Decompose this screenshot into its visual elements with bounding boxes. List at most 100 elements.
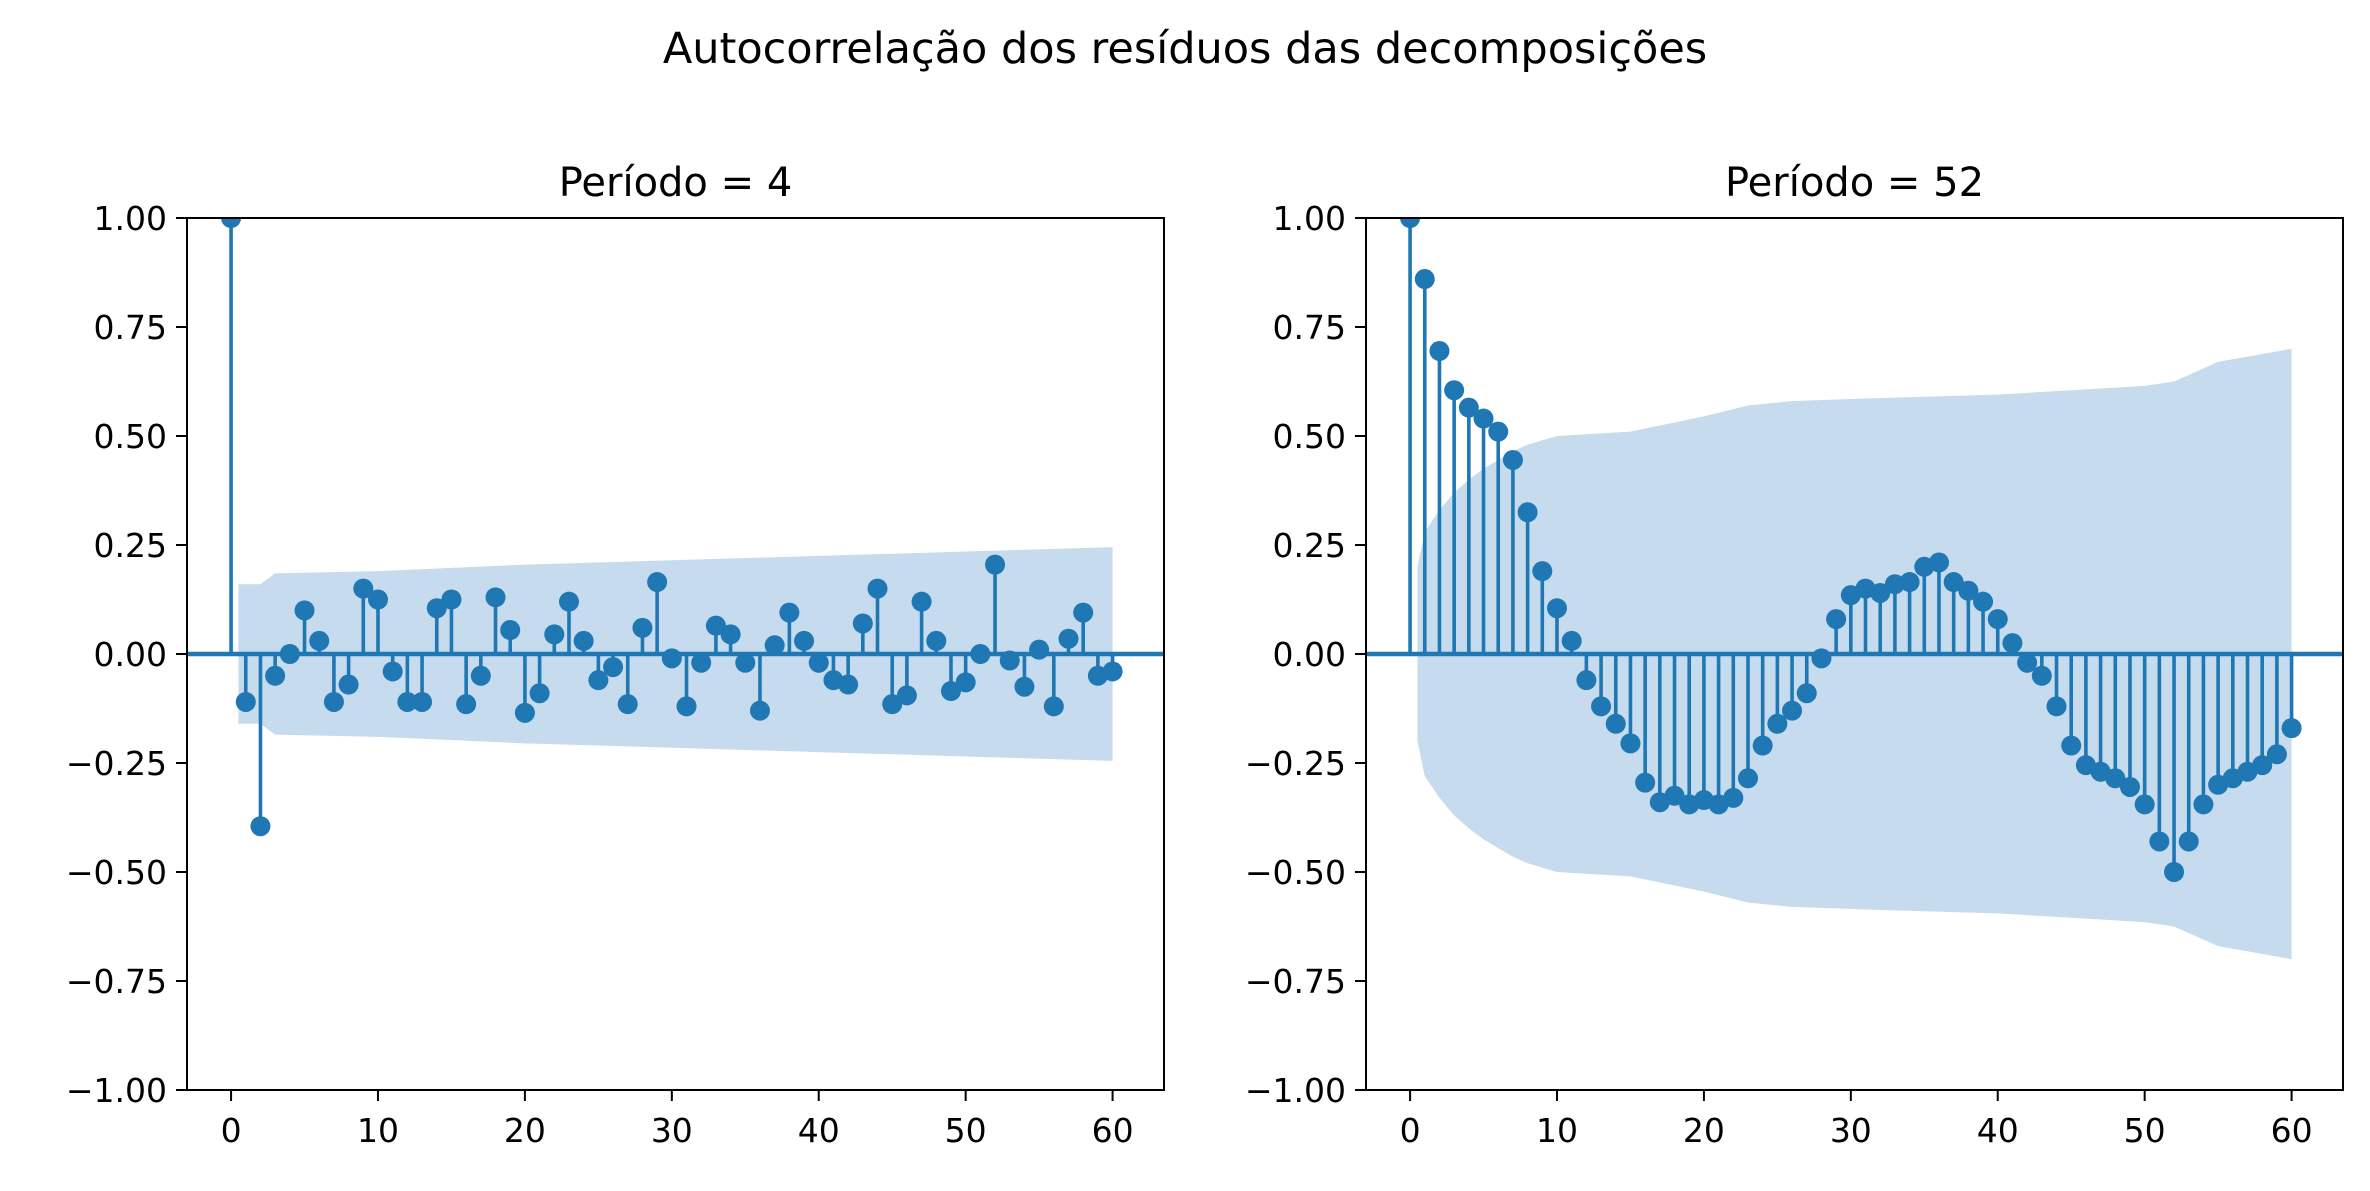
acf-point-lag-16	[456, 694, 477, 715]
acf-point-lag-10	[1546, 598, 1567, 619]
acf-point-lag-42	[838, 674, 859, 695]
y-tick-label: 1.00	[94, 199, 167, 238]
acf-point-lag-36	[1928, 552, 1949, 573]
acf-point-lag-48	[2105, 768, 2126, 789]
acf-point-lag-7	[323, 691, 344, 712]
acf-point-lag-58	[1073, 602, 1094, 623]
acf-point-lag-19	[500, 620, 521, 641]
y-tick-label: 1.00	[1273, 199, 1346, 238]
acf-point-lag-32	[1870, 582, 1891, 603]
figure-suptitle: Autocorrelação dos resíduos das decompos…	[663, 24, 1707, 74]
y-tick-label: −0.25	[1245, 744, 1346, 783]
acf-point-lag-12	[397, 691, 418, 712]
x-tick-label: 60	[2271, 1111, 2313, 1150]
acf-point-lag-52	[985, 554, 1006, 575]
acf-point-lag-51	[970, 644, 991, 664]
acf-point-lag-60	[1102, 661, 1123, 682]
x-tick-label: 40	[798, 1111, 840, 1150]
acf-point-lag-26	[603, 657, 624, 678]
panel-period-52: 0 10 20 30 40 50 60 −1.00 −0.75 −0.50 −0.25 0.00 0.2…	[1245, 160, 2344, 1150]
x-tick-label: 20	[504, 1111, 546, 1150]
acf-point-lag-47	[911, 591, 932, 612]
acf-point-lag-6	[309, 630, 330, 651]
acf-point-lag-2	[250, 816, 271, 837]
acf-point-lag-42	[2017, 652, 2038, 673]
y-tick-label: 0.00	[94, 635, 167, 674]
acf-point-lag-44	[2046, 696, 2067, 717]
acf-point-lag-6	[1488, 421, 1509, 442]
x-tick-label: 10	[357, 1111, 399, 1150]
x-tick-label: 10	[1536, 1111, 1578, 1150]
acf-point-lag-40	[808, 652, 829, 673]
acf-point-lag-20	[514, 702, 535, 723]
acf-point-lag-38	[1958, 580, 1979, 601]
acf-point-lag-48	[926, 630, 947, 651]
y-tick-label: 0.25	[1273, 526, 1346, 565]
acf-point-lag-0	[1400, 218, 1421, 228]
acf-point-lag-57	[1058, 628, 1079, 649]
acf-point-lag-37	[1943, 572, 1964, 593]
acf-point-lag-31	[676, 696, 697, 717]
acf-point-lag-8	[1517, 502, 1538, 523]
acf-point-lag-34	[1899, 572, 1920, 593]
acf-point-lag-33	[1884, 574, 1905, 595]
acf-point-lag-24	[573, 630, 594, 651]
acf-point-lag-5	[1473, 408, 1494, 429]
acf-point-lag-60	[2281, 718, 2302, 739]
y-tick-label: 0.50	[94, 417, 167, 456]
acf-point-lag-4	[1458, 397, 1479, 418]
acf-point-lag-43	[852, 613, 873, 634]
acf-point-lag-3	[265, 665, 286, 686]
acf-point-lag-54	[1014, 676, 1035, 697]
acf-point-lag-13	[412, 691, 433, 712]
acf-point-lag-37	[764, 635, 785, 656]
acf-point-lag-52	[2164, 862, 2185, 882]
acf-point-lag-18	[485, 587, 506, 608]
acf-point-lag-44	[867, 578, 888, 599]
acf-point-lag-1	[235, 691, 256, 712]
acf-point-lag-30	[661, 648, 682, 669]
x-tick-label: 0	[1400, 1111, 1421, 1150]
acf-point-lag-21	[529, 683, 550, 704]
y-tick-label: 0.75	[94, 308, 167, 347]
acf-point-lag-32	[691, 652, 712, 673]
acf-point-lag-11	[382, 661, 403, 682]
acf-point-lag-7	[1502, 449, 1523, 470]
panel-title: Período = 4	[559, 160, 793, 206]
y-tick-label: −0.75	[1245, 962, 1346, 1001]
x-tick-label: 50	[2124, 1111, 2166, 1150]
acf-point-lag-27	[617, 694, 638, 715]
x-tick-label: 40	[1977, 1111, 2019, 1150]
acf-point-lag-53	[999, 650, 1020, 671]
acf-point-lag-15	[1620, 733, 1641, 754]
acf-point-lag-12	[1576, 670, 1597, 691]
acf-point-lag-14	[426, 598, 447, 619]
acf-point-lag-10	[367, 589, 388, 610]
acf-point-lag-29	[1826, 609, 1847, 630]
acf-point-lag-41	[2002, 633, 2023, 654]
acf-point-lag-33	[705, 615, 726, 636]
acf-point-lag-18	[1664, 785, 1685, 806]
acf-point-lag-23	[558, 591, 579, 612]
x-tick-label: 50	[945, 1111, 987, 1150]
y-tick-label: −1.00	[1245, 1071, 1346, 1110]
acf-point-lag-58	[2252, 755, 2273, 776]
acf-point-lag-24	[1752, 735, 1773, 756]
acf-point-lag-50	[2134, 794, 2155, 815]
acf-point-lag-14	[1605, 713, 1626, 734]
acf-point-lag-38	[779, 602, 800, 623]
acf-point-lag-22	[1723, 787, 1744, 808]
acf-point-lag-23	[1737, 768, 1758, 789]
acf-point-lag-54	[2193, 794, 2214, 815]
acf-point-lag-3	[1444, 380, 1465, 401]
acf-point-lag-13	[1591, 696, 1612, 717]
acf-point-lag-56	[1043, 696, 1064, 717]
acf-point-lag-17	[470, 665, 491, 686]
x-tick-label: 60	[1092, 1111, 1134, 1150]
acf-point-lag-45	[2061, 735, 2082, 756]
y-tick-label: −0.75	[66, 962, 167, 1001]
y-tick-label: 0.50	[1273, 417, 1346, 456]
x-tick-label: 0	[221, 1111, 242, 1150]
acf-point-lag-4	[279, 644, 300, 664]
acf-point-lag-39	[794, 630, 815, 651]
